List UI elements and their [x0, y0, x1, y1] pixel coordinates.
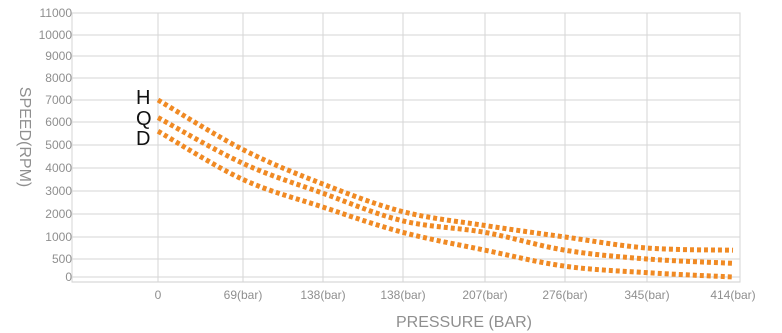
x-tick-label-0: 0 — [155, 288, 162, 302]
y-tick-label-500: 500 — [52, 252, 72, 266]
y-tick-label-2000: 2000 — [45, 207, 72, 221]
y-tick-label-5000: 5000 — [45, 138, 72, 152]
series-line-q — [156, 115, 734, 266]
series-line-d — [156, 129, 734, 280]
x-tick-label-1: 69(bar) — [224, 288, 263, 302]
plot-frame — [71, 12, 741, 283]
x-tick-label-4: 207(bar) — [462, 288, 507, 302]
y-tick-label-11000: 11000 — [40, 6, 73, 20]
y-tick-label-6000: 6000 — [45, 115, 72, 129]
x-tick-label-5: 276(bar) — [542, 288, 587, 302]
series-label-d: D — [136, 128, 150, 150]
y-tick-label-0: 0 — [65, 270, 72, 284]
x-tick-label-7: 414(bar) — [710, 288, 755, 302]
x-tick-label-6: 345(bar) — [624, 288, 669, 302]
series-line-h — [156, 97, 734, 253]
x-tick-label-3: 138(bar) — [380, 288, 425, 302]
y-tick-label-4000: 4000 — [45, 161, 72, 175]
series-label-h: H — [136, 87, 150, 109]
x-tick-label-2: 138(bar) — [300, 288, 345, 302]
y-tick-label-8000: 8000 — [45, 71, 72, 85]
y-tick-label-9000: 9000 — [45, 49, 72, 63]
y-tick-label-1000: 1000 — [45, 230, 72, 244]
x-axis-title: PRESSURE (BAR) — [396, 314, 532, 331]
y-tick-label-7000: 7000 — [45, 93, 72, 107]
series-label-q: Q — [136, 108, 152, 130]
y-tick-label-3000: 3000 — [45, 184, 72, 198]
y-axis-title: SPEED(RPM) — [16, 87, 33, 187]
y-tick-label-10000: 10000 — [39, 28, 73, 42]
